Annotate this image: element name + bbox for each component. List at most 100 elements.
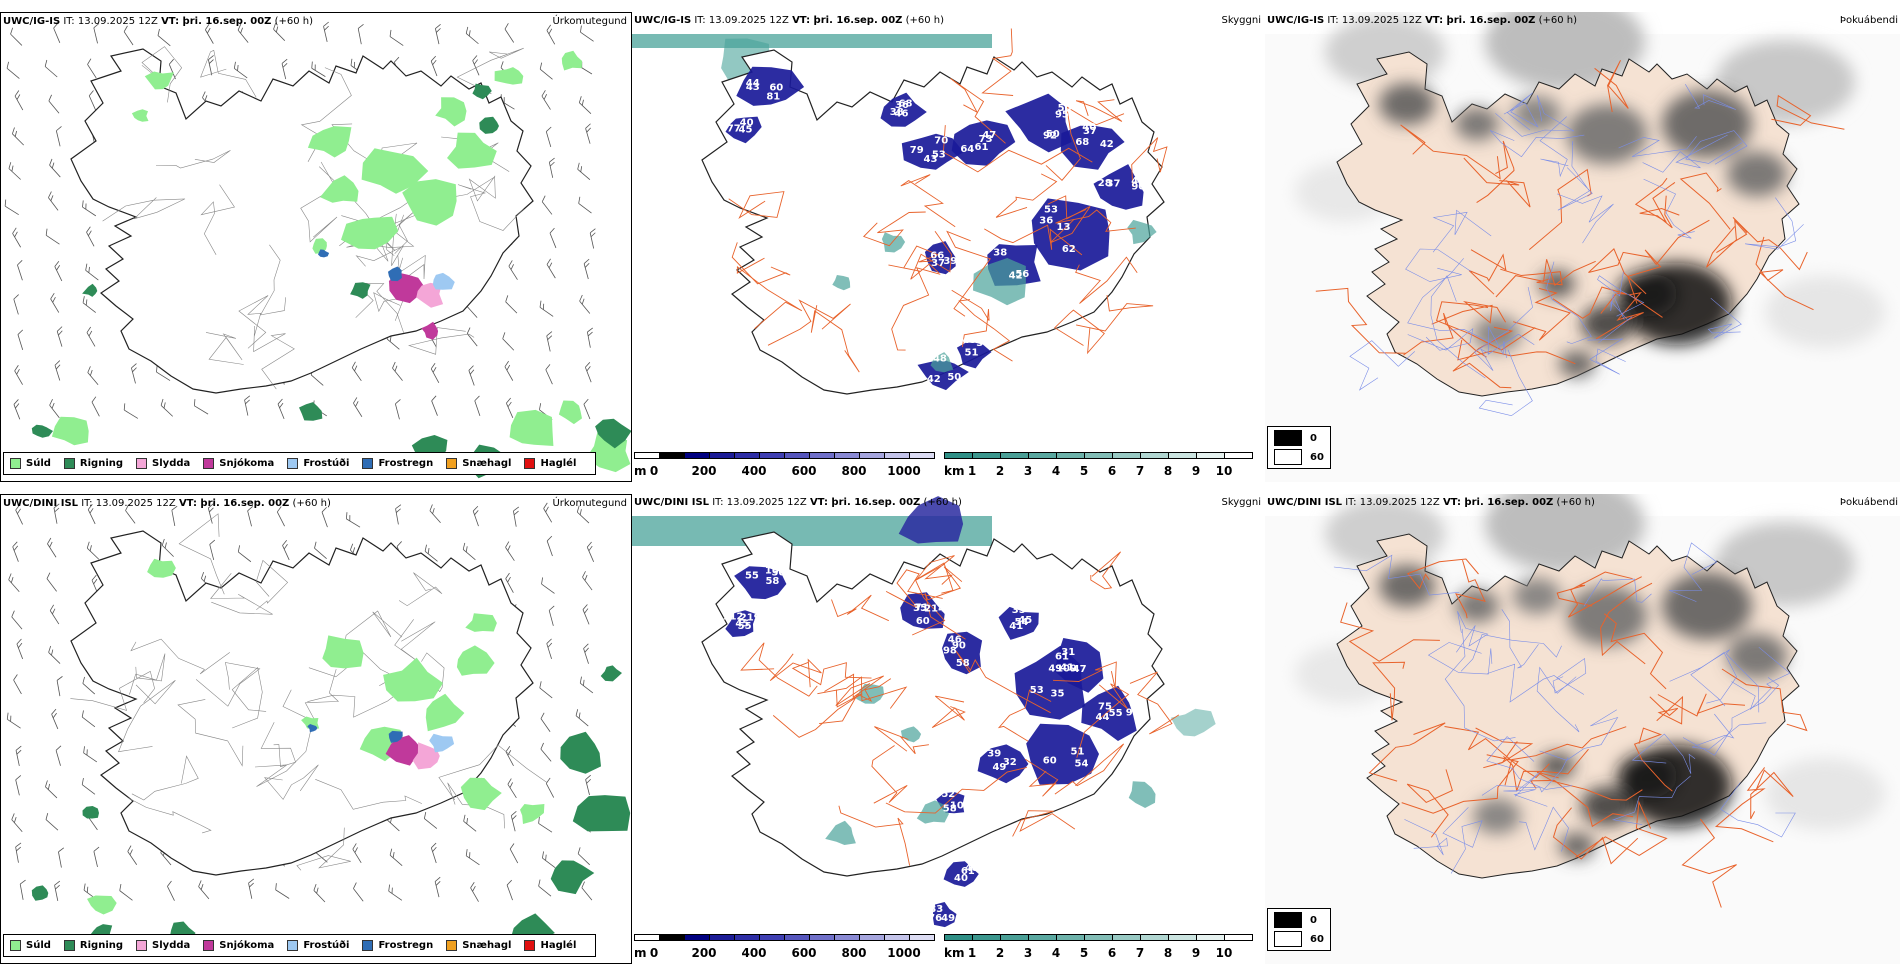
wind-barb xyxy=(357,24,364,45)
road-line xyxy=(178,513,225,595)
colorbar-segment xyxy=(884,934,910,941)
wind-barb xyxy=(49,399,60,419)
wind-barb xyxy=(545,364,553,385)
colorbar-segment xyxy=(709,934,735,941)
visibility-value-label: 68 xyxy=(899,99,913,110)
wind-barb xyxy=(86,541,100,560)
wind-barb xyxy=(13,294,19,315)
colorbar-tick-label: 8 xyxy=(1163,946,1173,960)
wind-barb xyxy=(539,62,553,80)
wind-barb xyxy=(541,90,551,110)
wind-barb xyxy=(86,226,95,247)
visibility-value-label: 28 xyxy=(1098,178,1112,189)
visibility-value-label: 50 xyxy=(947,372,961,383)
wind-barb xyxy=(237,545,252,563)
wind-barb xyxy=(6,61,20,79)
road-line xyxy=(1349,340,1416,391)
road-line xyxy=(1750,769,1794,820)
wind-barb xyxy=(54,360,61,381)
wind-barb xyxy=(17,260,23,281)
road-line xyxy=(260,244,286,316)
wind-barb xyxy=(435,23,441,45)
field-blob xyxy=(1055,638,1104,693)
road-line xyxy=(1372,661,1406,721)
wind-barb xyxy=(314,541,327,559)
visibility-value-label: 83 xyxy=(929,904,943,915)
visibility-value-label: 48 xyxy=(933,353,947,364)
legend-label: 60 xyxy=(1310,451,1324,463)
road-line xyxy=(824,673,884,706)
colorbar-tick-label: 8 xyxy=(1163,464,1173,478)
road-line xyxy=(398,572,443,607)
road-line xyxy=(231,667,267,729)
field-blob xyxy=(299,402,323,421)
visibility-value-label: 43 xyxy=(963,335,977,346)
field-blob xyxy=(898,496,964,544)
wind-barb xyxy=(583,258,590,280)
wind-barb xyxy=(546,535,553,557)
legend-label: 0 xyxy=(1310,432,1317,444)
visibility-value-label: 35 xyxy=(1051,688,1065,699)
field-blob xyxy=(307,724,318,733)
colorbar-segment xyxy=(834,934,860,941)
wind-barb xyxy=(12,227,21,248)
visibility-value-label: 46 xyxy=(895,108,909,119)
legend-swatch xyxy=(362,940,374,951)
wind-barb xyxy=(15,775,22,796)
road-line xyxy=(1649,695,1684,725)
field-blob xyxy=(82,806,99,819)
visibility-value-label: 44 xyxy=(1096,712,1110,723)
precip-legend-item: Slydda xyxy=(136,940,190,951)
field-blob xyxy=(147,558,176,578)
colorbar-segment xyxy=(684,934,710,941)
road-line xyxy=(1706,219,1748,268)
precip-type-panel: UWC/DINI ISL IT: 13.09.2025 12Z VT: þri.… xyxy=(0,494,632,964)
road-line xyxy=(131,755,199,801)
road-line xyxy=(1732,217,1808,271)
road-line xyxy=(1131,137,1168,187)
field-blob xyxy=(736,66,805,106)
colorbar-segment xyxy=(1112,934,1141,941)
field-blob xyxy=(942,631,983,675)
visibility-value-label: 60 xyxy=(1043,756,1057,767)
visibility-value-label: 37 xyxy=(976,338,990,349)
colorbar-segment xyxy=(1168,452,1197,459)
wind-barb xyxy=(541,195,553,215)
visibility-value-label: 53 xyxy=(1030,685,1044,696)
colorbar-segment xyxy=(759,452,785,459)
road-line xyxy=(1597,271,1645,317)
road-line xyxy=(1567,576,1642,618)
road-line xyxy=(1556,193,1614,244)
visibility-value-label: 51 xyxy=(965,347,979,358)
road-line xyxy=(1442,807,1483,874)
field-blob xyxy=(1093,164,1144,210)
field-blob xyxy=(977,744,1029,784)
wind-barb xyxy=(575,709,589,727)
wind-barb xyxy=(53,503,60,524)
visibility-value-label: 61 xyxy=(975,142,989,153)
visibility-value-label: 37 xyxy=(1107,179,1121,190)
wind-barb xyxy=(542,851,556,869)
wind-barb xyxy=(505,295,518,314)
wind-barb xyxy=(277,398,285,420)
visibility-value-label: 75 xyxy=(1098,702,1112,713)
colorbar-segment xyxy=(1224,452,1253,459)
road-line xyxy=(263,764,319,800)
colorbar-tick-label: 7 xyxy=(1135,464,1145,478)
wind-barb xyxy=(209,539,216,561)
visibility-map: 44 25 36 70 61 50 37 48 62 42 39 42 51 81 40 46 53 64 95 68… xyxy=(632,28,1168,395)
wind-barb xyxy=(424,544,438,562)
wind-barb xyxy=(93,846,100,868)
colorbar-segment xyxy=(1028,934,1057,941)
road-line xyxy=(924,566,966,640)
visibility-value-label: 37 xyxy=(931,258,945,269)
wind-barb xyxy=(576,505,590,524)
colorbar-segment xyxy=(1224,934,1253,941)
wind-barb xyxy=(389,29,404,46)
road-line xyxy=(810,305,860,373)
road-line xyxy=(731,242,791,285)
valid-time: VT: þri. 16.sep. 00Z xyxy=(161,16,272,27)
field-blob xyxy=(447,132,497,169)
wind-barb xyxy=(583,643,589,664)
panel-corner-label: Skyggni xyxy=(1221,15,1261,26)
